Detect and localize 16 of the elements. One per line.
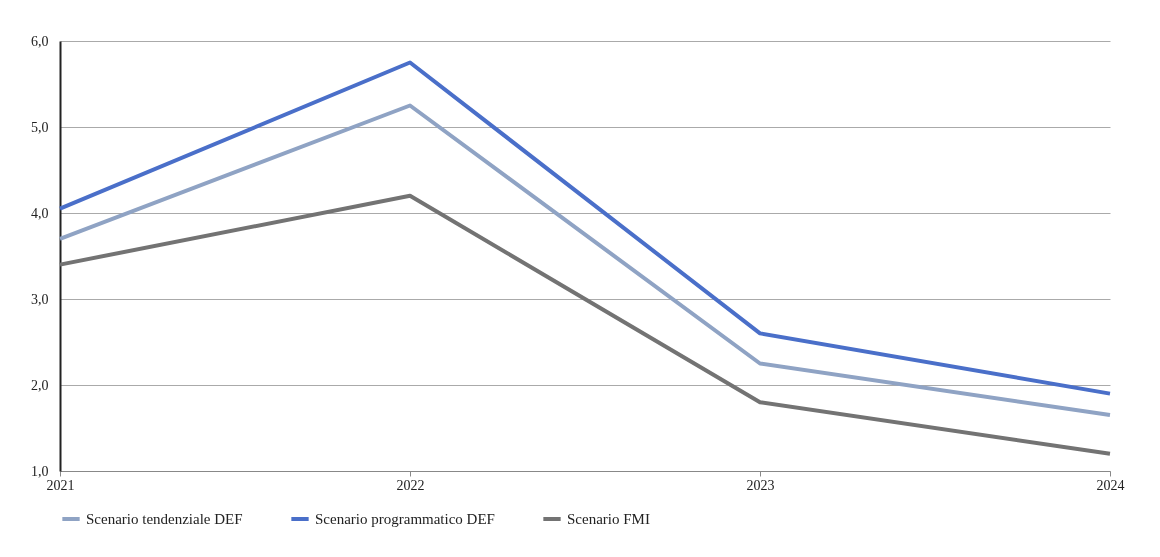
y-tick-label: 6,0 (31, 33, 49, 49)
y-tick-label: 1,0 (31, 463, 49, 479)
line-series (58, 193, 1112, 456)
line-series (58, 103, 1112, 418)
y-tick-label: 5,0 (31, 119, 49, 135)
line-series (58, 60, 1112, 396)
y-tick-label: 2,0 (31, 377, 49, 393)
x-tick-label: 2022 (396, 477, 425, 493)
x-tick-label: 2021 (46, 477, 75, 493)
x-tick-label: 2024 (1096, 477, 1125, 493)
legend-label: Scenario programmatico DEF (315, 511, 495, 527)
y-tick-label: 4,0 (31, 205, 49, 221)
y-tick-label: 3,0 (31, 291, 49, 307)
legend-label: Scenario tendenziale DEF (86, 511, 243, 527)
legend-label: Scenario FMI (567, 511, 650, 527)
x-tick-label: 2023 (746, 477, 775, 493)
